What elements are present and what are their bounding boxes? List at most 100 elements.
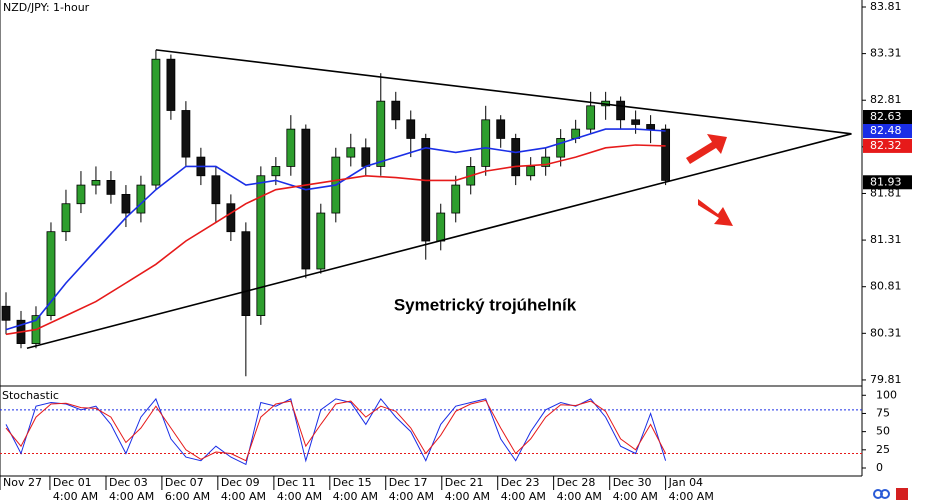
y-tick-label: 75 — [876, 406, 890, 419]
x-tick-label: Dec 21 — [445, 476, 484, 489]
y-tick-label: 82.81 — [870, 93, 902, 106]
trendline — [155, 49, 852, 135]
x-tick-label: Dec 30 — [613, 476, 652, 489]
panel-title: Stochastic — [2, 389, 59, 402]
price-badge-label: 82.48 — [870, 124, 902, 137]
x-tick-label: Dec 17 — [389, 476, 428, 489]
y-tick-label: 81.31 — [870, 233, 902, 246]
x-tick-time: 4:00 AM — [501, 490, 546, 503]
price-badge-label: 81.93 — [870, 175, 902, 188]
y-tick-label: 83.31 — [870, 47, 902, 60]
x-tick-label: Dec 23 — [501, 476, 540, 489]
moving-average — [5, 144, 666, 336]
candle-body — [91, 180, 101, 186]
price-badge-label: 82.32 — [870, 139, 902, 152]
candle-body — [631, 119, 641, 125]
candle-body — [661, 128, 671, 181]
candle-body — [61, 203, 71, 233]
candle-body — [361, 147, 371, 167]
candle-body — [391, 100, 401, 121]
y-tick-label: 80.81 — [870, 280, 902, 293]
x-tick-time: 4:00 AM — [669, 490, 714, 503]
link-icon[interactable] — [880, 489, 890, 499]
close-icon[interactable] — [896, 488, 908, 500]
stochastic-line — [5, 397, 667, 466]
x-tick-time: 4:00 AM — [557, 490, 602, 503]
candle-body — [496, 119, 506, 139]
y-tick-label: 81.81 — [870, 186, 902, 199]
candle-body — [421, 138, 431, 242]
x-tick-label: Nov 27 — [3, 476, 42, 489]
candle-body — [286, 128, 296, 167]
candle-body — [166, 58, 176, 111]
title-bg — [1, 389, 57, 402]
y-tick-label: 79.81 — [870, 373, 902, 386]
x-tick-label: Dec 01 — [53, 476, 92, 489]
candle-body — [376, 100, 386, 167]
x-tick-label: Jan 04 — [668, 476, 703, 489]
toolbar-icons[interactable] — [873, 488, 908, 500]
price-badge-label: 82.63 — [870, 110, 902, 123]
candle-body — [436, 212, 446, 242]
x-tick-label: Dec 09 — [221, 476, 260, 489]
x-tick-time: 4:00 AM — [109, 490, 154, 503]
candle-body — [406, 119, 416, 139]
x-tick-label: Dec 28 — [557, 476, 596, 489]
candle-body — [451, 184, 461, 214]
candle-body — [271, 166, 281, 177]
arrow-up — [686, 134, 727, 164]
candle-body — [586, 105, 596, 130]
moving-average — [5, 128, 666, 331]
x-tick-label: Dec 07 — [165, 476, 204, 489]
candle-body — [526, 166, 536, 177]
x-tick-time: 4:00 AM — [277, 490, 322, 503]
y-tick-label: 50 — [876, 425, 890, 438]
candle-body — [316, 212, 326, 270]
candle-body — [211, 175, 221, 205]
y-tick-label: 83.81 — [870, 0, 902, 13]
y-tick-label: 100 — [876, 388, 897, 401]
candle-body — [256, 175, 266, 317]
price-badge — [863, 110, 912, 125]
candle-body — [616, 100, 626, 121]
candle-body — [646, 124, 656, 130]
x-tick-time: 4:00 AM — [333, 490, 378, 503]
plot-layer — [1, 49, 852, 377]
x-tick-time: 4:00 AM — [221, 490, 266, 503]
candle-body — [226, 203, 236, 233]
y-tick-label: 80.31 — [870, 326, 902, 339]
x-tick-label: Dec 11 — [277, 476, 316, 489]
y-tick-label: 0 — [876, 461, 883, 474]
x-tick-label: Dec 15 — [333, 476, 372, 489]
candle-body — [346, 147, 356, 158]
candle-body — [121, 193, 131, 214]
chart-title: NZD/JPY: 1-hour — [3, 1, 90, 14]
candle-body — [241, 231, 251, 317]
x-tick-time: 4:00 AM — [53, 490, 98, 503]
candle-body — [541, 156, 551, 167]
price-badge — [863, 175, 912, 190]
candle-body — [136, 184, 146, 214]
candle-body — [46, 231, 56, 317]
candle-body — [301, 128, 311, 270]
candle-body — [511, 138, 521, 177]
candle-body — [106, 180, 116, 195]
annotation: Symetrický trojúhelník — [394, 295, 577, 314]
candle-body — [481, 119, 491, 167]
candle-body — [1, 305, 11, 321]
candle-body — [556, 138, 566, 158]
candle-body — [181, 110, 191, 158]
x-tick-time: 4:00 AM — [389, 490, 434, 503]
candle-body — [76, 184, 86, 205]
title-bg — [1, 1, 93, 15]
price-badge — [863, 123, 912, 138]
price-badge — [863, 138, 912, 153]
x-tick-time: 6:00 AM — [165, 490, 210, 503]
arrow-down — [698, 199, 733, 226]
x-tick-time: 4:00 AM — [445, 490, 490, 503]
trendline — [26, 133, 852, 350]
x-tick-time: 4:00 AM — [613, 490, 658, 503]
x-tick-label: Dec 03 — [109, 476, 148, 489]
